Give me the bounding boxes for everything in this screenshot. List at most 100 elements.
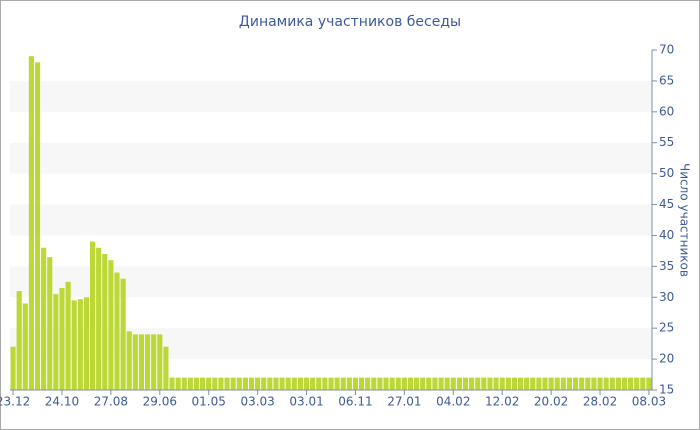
bar: [114, 272, 120, 390]
bar: [89, 241, 96, 390]
bar: [420, 377, 426, 390]
bar: [432, 377, 438, 390]
bar: [340, 377, 346, 390]
bar: [22, 303, 28, 390]
bar: [16, 291, 22, 390]
x-tick-label: 29.06: [143, 395, 177, 409]
bar: [157, 334, 163, 390]
bar: [102, 254, 108, 390]
bar: [316, 377, 322, 390]
bar: [169, 377, 175, 390]
x-tick-label: 12.02: [485, 395, 519, 409]
bar: [334, 377, 340, 390]
bar: [554, 377, 560, 390]
x-tick-label: 27.08: [94, 395, 128, 409]
y-tick-label: 45: [659, 197, 674, 211]
bar: [536, 377, 542, 390]
bar: [212, 377, 218, 390]
bar: [181, 377, 187, 390]
y-tick-label: 35: [659, 259, 674, 273]
y-tick-label: 60: [659, 104, 674, 118]
x-tick-label: 06.11: [338, 395, 372, 409]
x-tick-label: 03.03: [240, 395, 274, 409]
bar: [230, 377, 236, 390]
bar: [65, 281, 71, 390]
bar: [236, 377, 242, 390]
bar: [542, 377, 548, 390]
bar: [517, 377, 524, 390]
bar: [175, 377, 181, 390]
bar: [193, 377, 200, 390]
bar: [395, 377, 401, 390]
x-tick-label: 27.01: [387, 395, 421, 409]
bar: [389, 377, 395, 390]
bar: [560, 377, 566, 390]
bar: [505, 377, 511, 390]
x-tick-label: 03.01: [289, 395, 323, 409]
bar: [96, 247, 102, 390]
bar: [126, 331, 132, 390]
bar: [28, 56, 34, 390]
bar: [524, 377, 530, 390]
bar: [438, 377, 444, 390]
bar: [53, 294, 59, 390]
bar: [469, 377, 475, 390]
bar: [401, 377, 407, 390]
bar: [285, 377, 291, 390]
bar: [450, 377, 456, 390]
bar: [585, 377, 591, 390]
x-tick-label: 20.02: [534, 395, 568, 409]
bar: [71, 300, 77, 390]
grid-band: [10, 80, 652, 112]
bar: [200, 377, 206, 390]
bar: [462, 377, 469, 390]
bar: [548, 377, 554, 390]
bar: [414, 377, 420, 390]
y-tick-label: 40: [659, 228, 674, 242]
bar: [145, 334, 151, 390]
chart-title: Динамика участников беседы: [239, 14, 461, 30]
bar: [132, 334, 138, 390]
bar: [47, 257, 53, 390]
bar: [530, 377, 536, 390]
bar: [310, 377, 316, 390]
bar: [120, 278, 126, 390]
bar: [383, 377, 389, 390]
bar: [621, 377, 628, 390]
bar: [444, 377, 450, 390]
x-tick-label: 23.12: [0, 395, 30, 409]
bar: [407, 377, 414, 390]
bar: [346, 377, 352, 390]
bar: [163, 346, 169, 390]
bar: [138, 334, 145, 390]
bar: [77, 299, 83, 390]
bar: [151, 334, 157, 390]
y-axis-label: Число участников: [678, 163, 692, 277]
bar: [475, 377, 481, 390]
bar: [371, 377, 377, 390]
y-tick-label: 20: [659, 352, 674, 366]
bar: [291, 377, 297, 390]
bar: [634, 377, 640, 390]
y-tick-label: 30: [659, 290, 674, 304]
bar: [426, 377, 432, 390]
bar: [365, 377, 371, 390]
y-tick-label: 65: [659, 73, 674, 87]
bar: [579, 377, 585, 390]
bar: [640, 377, 646, 390]
bar: [573, 377, 579, 390]
bar: [456, 377, 462, 390]
grid-band: [10, 142, 652, 174]
bar: [322, 377, 328, 390]
bar: [108, 260, 114, 390]
bar: [224, 377, 230, 390]
bar: [511, 377, 517, 390]
bar: [83, 297, 89, 390]
bar: [328, 377, 334, 390]
y-tick-label: 25: [659, 321, 674, 335]
bar: [218, 377, 224, 390]
bar: [603, 377, 609, 390]
bar: [255, 377, 261, 390]
bar: [303, 377, 310, 390]
